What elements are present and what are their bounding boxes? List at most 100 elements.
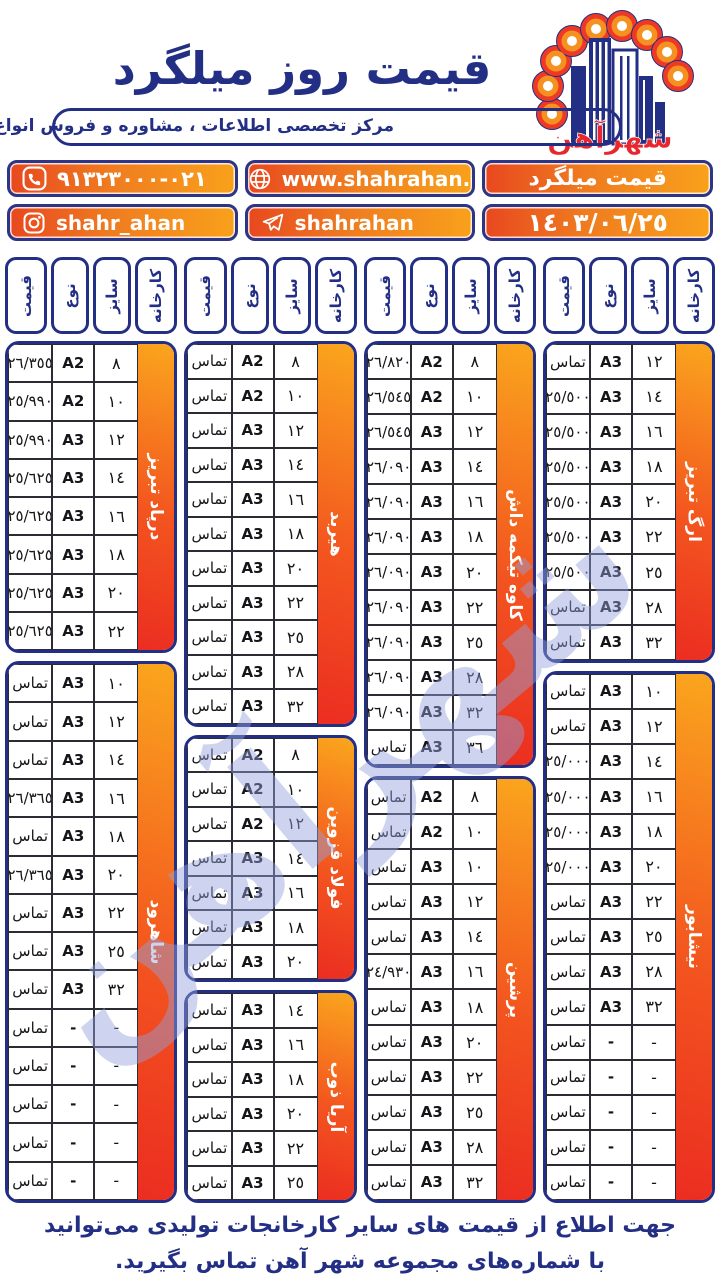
header-type-label: نوع bbox=[419, 282, 438, 309]
table-row: ٢٢ A3 تماس bbox=[187, 1131, 318, 1166]
size-cell: ١٢ bbox=[632, 708, 676, 744]
table-row: - - تماس bbox=[545, 1094, 676, 1130]
price-cell: تماس bbox=[187, 378, 232, 413]
price-cell: تماس bbox=[8, 970, 53, 1009]
table-row: ٣٢ A3 تماس bbox=[187, 689, 318, 724]
size-cell: ٣٢ bbox=[632, 624, 676, 660]
size-cell: ٢٠ bbox=[452, 554, 497, 590]
price-cell: تماس bbox=[545, 1129, 590, 1165]
size-cell: ٣٢ bbox=[94, 970, 139, 1009]
table-row: ١٨ A3 ٢٥/٦٢٥ bbox=[8, 535, 139, 574]
price-cell: تماس bbox=[366, 1164, 411, 1200]
type-cell: A3 bbox=[410, 729, 453, 765]
type-cell: A3 bbox=[231, 1027, 274, 1062]
size-cell: ١٨ bbox=[452, 989, 497, 1025]
header-type: نوع bbox=[51, 257, 90, 334]
header-factory: کارخانه bbox=[493, 257, 536, 334]
section-rows: ٨ A2 ٢٦/٨٢٠ ١٠ A2 ٢٦/٥٤٥ ١٢ A3 ٢٦/٥٤٥ ١٤ A3 ٢٦/٠٩٠ ١… bbox=[366, 344, 497, 765]
price-cell: ٢٦/٠٩٠ bbox=[366, 519, 411, 555]
table-row: ١٠ A3 تماس bbox=[8, 664, 139, 703]
size-cell: ٢٠ bbox=[273, 944, 318, 979]
price-cell: تماس bbox=[545, 1024, 590, 1060]
table-row: ١٨ A3 ٢٥/٥٠٠ bbox=[545, 449, 676, 485]
price-cell: تماس bbox=[187, 344, 232, 379]
table-row: ٢٨ A3 تماس bbox=[366, 1129, 497, 1165]
price-cell: تماس bbox=[8, 932, 53, 971]
factory-name-label: نیشابور bbox=[684, 904, 704, 969]
website-pill[interactable]: www.shahrahan.com bbox=[244, 160, 476, 197]
type-cell: - bbox=[52, 1161, 95, 1200]
size-cell: ٢٥ bbox=[273, 620, 318, 655]
table-row: ١٤ A3 تماس bbox=[187, 993, 318, 1028]
size-cell: ١٢ bbox=[94, 702, 139, 741]
size-cell: ١٠ bbox=[273, 378, 318, 413]
price-cell: تماس bbox=[366, 884, 411, 920]
type-cell: A3 bbox=[410, 589, 453, 625]
instagram-pill[interactable]: shahr_ahan bbox=[7, 204, 238, 241]
table-row: ٢٥ A3 تماس bbox=[187, 620, 318, 655]
factory-name-label: شاهرود bbox=[146, 899, 167, 965]
type-cell: A3 bbox=[410, 884, 453, 920]
price-cell: ٢٦/٣٥٥ bbox=[8, 344, 53, 383]
size-cell: ١٢ bbox=[452, 414, 497, 450]
price-label-pill: قیمت میلگرد bbox=[482, 160, 713, 197]
size-cell: ٣٢ bbox=[452, 694, 497, 730]
telegram-icon bbox=[260, 210, 285, 235]
type-cell: A3 bbox=[410, 449, 453, 485]
type-cell: A3 bbox=[410, 1059, 453, 1095]
price-cell: تماس bbox=[187, 1165, 232, 1200]
table-row: ١٦ A3 ٢٥/٦٢٥ bbox=[8, 497, 139, 536]
table-row: ١٤ A3 تماس bbox=[8, 740, 139, 779]
telegram-pill[interactable]: shahrahan bbox=[244, 204, 476, 241]
price-cell: تماس bbox=[187, 654, 232, 689]
price-cell: ٢٥/٥٠٠ bbox=[545, 414, 590, 450]
type-cell: A3 bbox=[231, 551, 274, 586]
size-cell: ٢٢ bbox=[94, 893, 139, 933]
type-cell: A3 bbox=[231, 447, 274, 482]
price-cell: تماس bbox=[187, 944, 232, 979]
size-cell: ٣٢ bbox=[632, 989, 676, 1025]
type-cell: A3 bbox=[231, 993, 274, 1028]
table-row: - - تماس bbox=[8, 1123, 139, 1162]
price-cell: تماس bbox=[366, 989, 411, 1025]
table-row: ٢٨ A3 تماس bbox=[545, 954, 676, 990]
price-cell: تماس bbox=[187, 806, 232, 841]
phone-pill[interactable]: ٠٢١-٩١٣٢٣٠٠٠ bbox=[7, 160, 238, 197]
price-cell: تماس bbox=[187, 993, 232, 1028]
price-cell: تماس bbox=[8, 1046, 53, 1086]
column-sections: ارگ تبریز ١٢ A3 تماس ١٤ A3 ٢٥/٥٠٠ ١٦ A3 ٢٥/٥٠٠ ١٨ A… bbox=[542, 341, 715, 1203]
type-cell: A3 bbox=[52, 817, 95, 856]
size-cell: ١٤ bbox=[94, 458, 139, 498]
size-cell: ١٢ bbox=[273, 413, 318, 448]
factory-name-label: آریا ذوب bbox=[325, 1061, 346, 1132]
price-cell: تماس bbox=[366, 849, 411, 885]
price-cell: ٢٥/٦٢٥ bbox=[8, 573, 53, 612]
table-row: ٢٠ A3 تماس bbox=[187, 551, 318, 586]
price-cell: ٢٥/٦٢٥ bbox=[8, 535, 53, 574]
size-cell: ٢٢ bbox=[273, 1131, 318, 1166]
factory-name-label: پرشین bbox=[504, 961, 525, 1018]
size-cell: - bbox=[632, 1059, 676, 1095]
price-cell: ٢٥/٩٩٠ bbox=[8, 420, 53, 459]
factory-name-label: هیربد bbox=[325, 510, 346, 557]
type-cell: - bbox=[590, 1094, 632, 1130]
price-cell: تماس bbox=[8, 817, 53, 856]
table-row: ٢٠ A3 ٢٦/٣٦٥ bbox=[8, 855, 139, 894]
column-sections: هیربد ٨ A2 تماس ١٠ A2 تماس ١٢ A3 تماس ١٤ A3 تماس ١٦ A3… bbox=[184, 341, 357, 1203]
table-row: ٢٢ A3 تماس bbox=[545, 884, 676, 920]
factory-strip: درپاد تبریز bbox=[138, 344, 175, 651]
price-cell: ٢٦/٠٩٠ bbox=[366, 554, 411, 590]
globe-icon bbox=[248, 167, 272, 191]
table-row: ٨ A2 تماس bbox=[187, 344, 318, 379]
page-title: قیمت روز میلگرد bbox=[112, 42, 493, 95]
table-row: ٢٥ A3 تماس bbox=[366, 1094, 497, 1130]
size-cell: ٢٠ bbox=[273, 1096, 318, 1131]
type-cell: A3 bbox=[231, 944, 274, 979]
type-cell: A3 bbox=[231, 875, 274, 910]
price-cell: تماس bbox=[8, 1085, 53, 1124]
price-cell: تماس bbox=[366, 1059, 411, 1095]
size-cell: ١٢ bbox=[632, 344, 676, 380]
size-cell: ٢٥ bbox=[452, 624, 497, 660]
table-row: ١٦ A3 ٢٦/٠٩٠ bbox=[366, 484, 497, 520]
type-cell: A3 bbox=[590, 624, 632, 660]
